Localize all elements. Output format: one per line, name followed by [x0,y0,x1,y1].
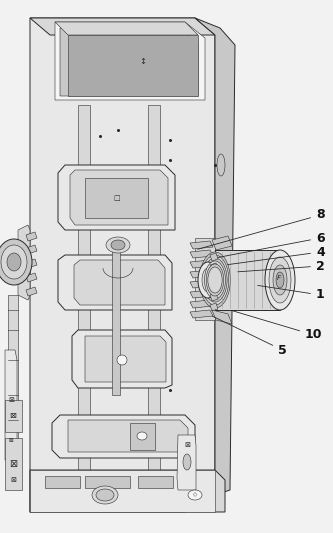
Ellipse shape [137,432,147,440]
Polygon shape [55,22,198,35]
Ellipse shape [203,258,227,302]
Polygon shape [195,18,235,495]
Ellipse shape [96,489,114,501]
Polygon shape [68,35,198,96]
Polygon shape [190,260,213,268]
Polygon shape [212,310,232,324]
Text: ⊠: ⊠ [9,438,13,442]
Ellipse shape [117,355,127,365]
Ellipse shape [106,237,130,253]
Ellipse shape [198,262,218,298]
Ellipse shape [92,486,118,504]
Polygon shape [5,350,17,460]
Polygon shape [85,336,166,382]
Polygon shape [52,415,195,458]
Polygon shape [30,18,215,35]
Text: ⊠: ⊠ [10,477,16,483]
Polygon shape [18,225,30,300]
Text: ◇: ◇ [193,492,197,497]
Text: □: □ [114,195,120,201]
Ellipse shape [217,154,225,176]
Ellipse shape [276,272,284,288]
Polygon shape [70,170,168,225]
Polygon shape [190,310,213,318]
Text: 5: 5 [212,316,287,357]
Ellipse shape [0,239,32,285]
Polygon shape [195,238,215,320]
Polygon shape [190,250,213,258]
Polygon shape [148,105,160,480]
Polygon shape [130,423,155,450]
Polygon shape [26,232,37,241]
Polygon shape [190,280,213,288]
Polygon shape [55,22,205,100]
Polygon shape [210,263,218,271]
Polygon shape [210,253,218,261]
Text: ⊠: ⊠ [8,397,14,403]
Text: ↕: ↕ [140,58,147,67]
Polygon shape [58,165,175,230]
Polygon shape [74,260,165,305]
Bar [138,476,173,488]
Ellipse shape [183,454,191,470]
Polygon shape [58,255,172,310]
Bar [45,476,80,488]
Ellipse shape [199,252,230,308]
Polygon shape [190,241,213,249]
Polygon shape [190,300,213,308]
Text: ⊠: ⊠ [184,442,190,448]
Text: 8: 8 [198,208,325,249]
Polygon shape [177,435,196,490]
Text: 4: 4 [228,246,325,264]
Bar [85,476,130,488]
Polygon shape [60,28,198,96]
Ellipse shape [208,267,222,293]
Polygon shape [26,245,37,254]
Polygon shape [26,273,37,282]
Polygon shape [26,259,37,268]
Polygon shape [112,240,120,395]
Polygon shape [210,293,218,301]
Ellipse shape [206,264,224,296]
Polygon shape [215,250,280,310]
Text: 6: 6 [218,231,325,257]
Polygon shape [5,438,22,490]
Polygon shape [212,236,232,250]
Polygon shape [68,420,188,452]
Polygon shape [190,290,213,298]
Ellipse shape [269,257,291,303]
Text: F: F [277,275,281,281]
Ellipse shape [7,253,21,271]
Polygon shape [5,400,22,432]
Ellipse shape [202,268,214,292]
Polygon shape [190,270,213,278]
Ellipse shape [265,250,295,310]
Ellipse shape [273,265,287,295]
Text: ⊠: ⊠ [9,459,17,469]
Polygon shape [26,287,37,296]
Polygon shape [30,470,215,512]
Polygon shape [72,330,172,388]
Polygon shape [30,470,225,512]
Text: ⊠: ⊠ [10,411,17,421]
Polygon shape [8,295,18,450]
Polygon shape [210,303,218,311]
Ellipse shape [188,490,202,500]
Ellipse shape [201,255,229,305]
Ellipse shape [204,261,225,299]
Text: 10: 10 [233,311,322,342]
Text: 2: 2 [238,260,325,272]
Ellipse shape [111,240,125,250]
Ellipse shape [1,245,27,279]
Text: 1: 1 [258,285,325,302]
Polygon shape [85,178,148,218]
Polygon shape [30,18,215,512]
Polygon shape [78,105,90,480]
